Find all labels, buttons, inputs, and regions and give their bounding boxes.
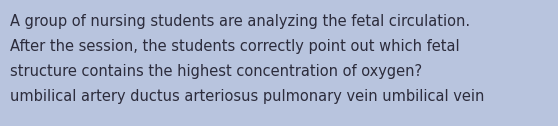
Text: umbilical artery ductus arteriosus pulmonary vein umbilical vein: umbilical artery ductus arteriosus pulmo…	[10, 89, 484, 104]
Text: A group of nursing students are analyzing the fetal circulation.: A group of nursing students are analyzin…	[10, 14, 470, 29]
Text: structure contains the highest concentration of oxygen?: structure contains the highest concentra…	[10, 64, 422, 79]
Text: After the session, the students correctly point out which fetal: After the session, the students correctl…	[10, 39, 460, 54]
